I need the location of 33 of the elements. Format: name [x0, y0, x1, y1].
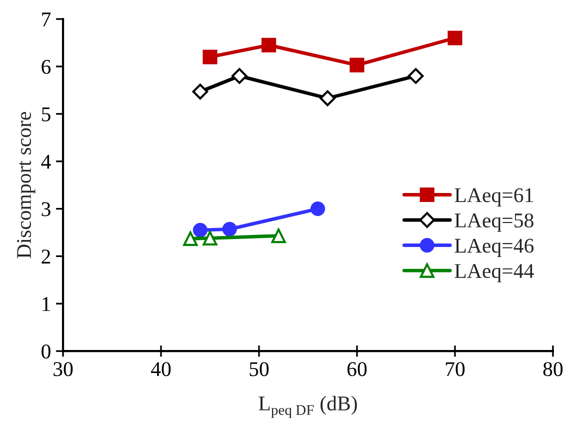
y-tick-label: 3	[42, 202, 50, 216]
point	[231, 68, 248, 84]
point	[310, 201, 326, 216]
x-tick-label: 50	[250, 362, 269, 376]
point	[222, 222, 237, 236]
x-tick-label: 70	[446, 362, 465, 376]
x-tick-label: 60	[347, 362, 367, 376]
point	[408, 68, 424, 84]
y-tick-label: 0	[42, 344, 50, 359]
point	[183, 231, 198, 246]
point	[192, 84, 208, 100]
x-tick-label: 40	[151, 362, 171, 376]
legend-label: LAeq=44	[454, 264, 534, 282]
y-tick-label: 5	[42, 107, 50, 122]
y-tick-label: 2	[42, 250, 50, 264]
y-tick-label: 1	[42, 297, 50, 311]
point	[350, 58, 364, 72]
point	[202, 50, 218, 64]
y-tick-label: 7	[42, 12, 51, 26]
point	[320, 90, 336, 106]
x-tick-label: 80	[543, 362, 563, 376]
y-tick-label: 6	[42, 60, 51, 74]
y-tick-label: 4	[41, 154, 51, 169]
x-tick-label: 30	[54, 362, 73, 376]
y-axis-title: Discomport score	[17, 112, 36, 258]
point	[262, 38, 276, 52]
legend-label: LAeq=58	[454, 213, 534, 232]
point	[448, 30, 462, 46]
legend-label: LAeq=46	[454, 238, 534, 258]
point	[192, 222, 208, 238]
legend-label: LAeq=61	[454, 188, 533, 206]
point	[202, 230, 218, 246]
point	[271, 228, 286, 244]
